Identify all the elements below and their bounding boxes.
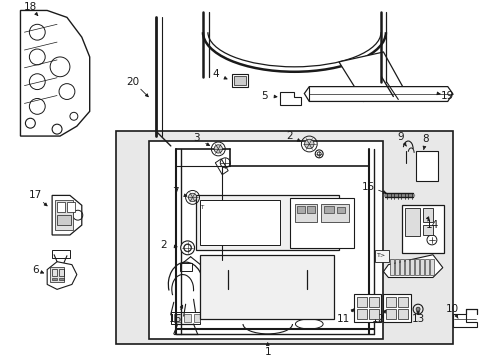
Bar <box>418 166 426 176</box>
Text: 2: 2 <box>285 131 292 141</box>
Bar <box>116 131 452 344</box>
Text: 14: 14 <box>426 220 439 230</box>
Bar <box>422 208 432 222</box>
Bar <box>306 206 315 213</box>
Text: T>: T> <box>376 253 385 258</box>
Text: 17: 17 <box>29 190 42 201</box>
Bar <box>59 269 64 275</box>
Bar <box>424 259 428 275</box>
Text: 13: 13 <box>410 314 424 324</box>
Bar <box>234 76 245 85</box>
Text: 8: 8 <box>422 134 428 144</box>
Bar <box>59 278 64 280</box>
Text: 12: 12 <box>371 314 385 324</box>
Text: 5: 5 <box>261 90 267 100</box>
Polygon shape <box>215 159 228 175</box>
Bar <box>405 259 408 275</box>
Bar <box>232 74 247 87</box>
Bar <box>44 70 62 82</box>
Bar <box>414 259 418 275</box>
Bar <box>383 294 410 322</box>
Bar <box>409 259 413 275</box>
Bar <box>368 297 378 307</box>
Bar <box>429 259 433 275</box>
Bar <box>418 154 426 164</box>
Bar <box>44 47 62 61</box>
Bar <box>196 202 208 211</box>
Polygon shape <box>52 195 81 235</box>
Bar <box>368 309 378 319</box>
Bar <box>402 205 443 253</box>
Bar <box>67 202 75 212</box>
Circle shape <box>188 193 196 202</box>
Bar <box>398 297 407 307</box>
Circle shape <box>304 139 313 149</box>
Bar <box>400 259 404 275</box>
Bar <box>386 297 395 307</box>
Text: 19: 19 <box>440 90 453 100</box>
Text: 10: 10 <box>445 304 458 314</box>
Bar <box>173 314 181 322</box>
Bar <box>356 309 366 319</box>
Circle shape <box>315 150 323 158</box>
Bar <box>394 259 399 275</box>
Text: 9: 9 <box>396 132 403 142</box>
Polygon shape <box>47 262 77 289</box>
Bar <box>374 250 388 262</box>
Bar <box>356 297 366 307</box>
Bar <box>200 255 333 319</box>
Text: 4: 4 <box>212 69 218 79</box>
Bar <box>297 206 305 213</box>
Text: 7: 7 <box>172 188 179 197</box>
Text: 2: 2 <box>160 240 167 250</box>
Bar <box>44 90 62 102</box>
Bar <box>193 314 200 322</box>
Polygon shape <box>279 91 301 105</box>
Bar <box>57 202 65 212</box>
Bar <box>386 309 395 319</box>
Bar <box>50 267 64 283</box>
Bar <box>200 201 279 245</box>
Circle shape <box>415 307 419 311</box>
Bar <box>389 259 393 275</box>
Bar <box>405 208 419 236</box>
Text: 18: 18 <box>24 3 37 13</box>
Text: 20: 20 <box>126 77 140 87</box>
Text: 3: 3 <box>193 133 200 143</box>
Circle shape <box>181 241 194 255</box>
Polygon shape <box>383 255 442 278</box>
Bar <box>321 204 348 222</box>
Bar <box>353 294 381 322</box>
Text: T: T <box>200 205 203 210</box>
Bar <box>398 309 407 319</box>
Bar <box>415 151 437 181</box>
Text: 6: 6 <box>32 265 39 275</box>
Polygon shape <box>452 314 476 327</box>
Polygon shape <box>304 87 452 102</box>
Text: 11: 11 <box>337 314 350 324</box>
Bar <box>52 250 70 258</box>
Circle shape <box>214 145 222 153</box>
Bar <box>324 206 333 213</box>
Bar <box>180 263 191 271</box>
Polygon shape <box>20 10 89 136</box>
Bar <box>170 312 200 324</box>
Bar <box>149 141 383 339</box>
Bar <box>289 198 353 248</box>
Bar <box>57 215 71 225</box>
Bar <box>183 314 190 322</box>
Polygon shape <box>338 52 407 102</box>
Bar <box>419 259 423 275</box>
Text: 15: 15 <box>361 181 374 192</box>
Bar <box>295 204 317 222</box>
Bar <box>55 201 73 230</box>
Text: 1: 1 <box>264 347 270 357</box>
Bar <box>195 195 338 250</box>
Bar <box>52 269 57 275</box>
Bar <box>336 207 344 213</box>
Text: 16: 16 <box>169 314 182 324</box>
Bar <box>422 225 432 235</box>
Bar <box>52 278 57 280</box>
